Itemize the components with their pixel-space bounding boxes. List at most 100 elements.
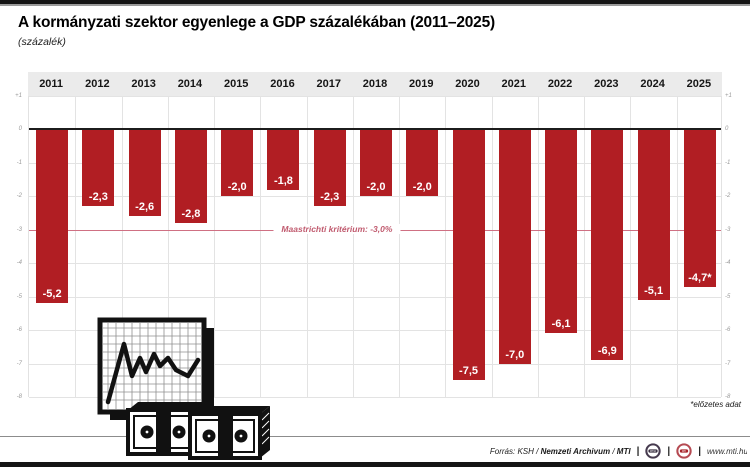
axis-tick-left: -3: [16, 226, 22, 233]
bar-value-label: -5,2: [42, 288, 62, 301]
bar: -7,0: [498, 129, 531, 364]
column-separator: [75, 96, 77, 397]
year-label: 2019: [409, 78, 434, 90]
axis-tick-left: -6: [16, 327, 22, 334]
source-separator: /: [612, 446, 615, 456]
axis-tick-left: -2: [16, 193, 22, 200]
bar-value-label: -4,7*: [688, 271, 712, 284]
year-label: 2015: [223, 78, 249, 90]
bar-value-label: -2,8: [181, 208, 201, 221]
header: A kormányzati szektor egyenlege a GDP sz…: [18, 14, 495, 48]
bar-value-label: -2,0: [366, 181, 386, 194]
top-border-bar: [0, 0, 750, 4]
axis-tick-left: 0: [18, 126, 22, 133]
banknote-bundle-right: [188, 406, 270, 460]
bar: -5,1: [637, 129, 670, 300]
axis-tick-right: -4: [725, 260, 731, 267]
bar: -6,9: [591, 129, 624, 361]
footer: Forrás: KSH / Nemzeti Archivum / MTI | M…: [485, 441, 747, 461]
year-label: 2014: [177, 78, 203, 90]
banknote-bundle-left: [126, 402, 208, 456]
column-separator: [306, 96, 308, 397]
year-label: 2018: [362, 78, 388, 90]
year-label: 2021: [501, 78, 527, 90]
axis-tick-left: -1: [16, 159, 22, 166]
column-separator: [491, 96, 493, 397]
column-separator: [260, 96, 262, 397]
page-subtitle: (százalék): [18, 36, 66, 48]
axis-tick-right: -1: [725, 159, 731, 166]
bar: -6,1: [545, 129, 578, 334]
axis-tick-left: -8: [16, 394, 22, 400]
mtva-logo-icon: MTVA: [645, 443, 662, 459]
bar: -2,3: [313, 129, 346, 207]
footer-pipe: |: [698, 445, 701, 457]
chart-area: 2011 2012 2013 2014 2015 2016 2017 2018 2019 2020…: [15, 72, 732, 400]
year-label: 2016: [270, 78, 295, 90]
footer-pipe: |: [667, 445, 671, 457]
axis-tick-left: -4: [16, 260, 22, 267]
year-label: 2023: [594, 78, 619, 90]
trend-zigzag-line: [105, 341, 201, 405]
bar-value-label: -7,0: [505, 348, 525, 361]
top-border-accent: [0, 4, 750, 6]
column-separator: [399, 96, 401, 397]
bar-value-label: -2,3: [320, 191, 340, 204]
bar: -4,7*: [683, 129, 716, 287]
source-archive: Nemzeti Archivum: [540, 446, 611, 456]
plot-area: Maastrichti kritérium: -3,0% +1 +1 0 0 -1 -1 -…: [15, 93, 732, 400]
year-label: 2020: [455, 78, 480, 90]
grid-line: [29, 96, 721, 97]
maastricht-label: Maastrichti kritérium: -3,0%: [273, 224, 401, 234]
column-separator: [584, 96, 586, 397]
axis-tick-right: +1: [725, 93, 732, 99]
axis-tick-right: 0: [725, 126, 729, 133]
year-label: 2024: [640, 78, 665, 90]
svg-text:MTVA: MTVA: [650, 450, 657, 453]
axis-tick-right: -2: [725, 193, 731, 200]
column-separator: [167, 96, 169, 397]
year-label: 2011: [39, 78, 64, 90]
bar-value-label: -2,0: [412, 181, 432, 194]
year-header-band: 2011 2012 2013 2014 2015 2016 2017 2018 2019 2020…: [28, 72, 722, 96]
bar: -7,5: [452, 129, 485, 381]
bar: -2,8: [174, 129, 207, 224]
source-agency: MTI: [616, 446, 631, 456]
mti-logo-icon: MTI: [676, 443, 692, 459]
axis-tick-left: -5: [16, 293, 22, 300]
year-label: 2025: [686, 78, 712, 90]
column-separator: [121, 96, 123, 397]
bar: -2,0: [221, 129, 254, 197]
bar: -2,0: [406, 129, 439, 197]
year-label: 2017: [316, 78, 341, 90]
column-separator: [214, 96, 216, 397]
bar-value-label: -6,1: [551, 318, 571, 331]
source-prefix: Forrás: KSH /: [489, 446, 539, 456]
column-separator: [676, 96, 678, 397]
bar-value-label: -5,1: [644, 285, 664, 297]
axis-tick-left: +1: [15, 93, 22, 99]
grid-line: [29, 330, 721, 332]
axis-tick-right: -7: [725, 360, 731, 367]
bar-value-label: -7,5: [459, 365, 479, 378]
column-separator: [537, 96, 539, 397]
column-separator: [352, 96, 354, 397]
grid-line: [29, 296, 721, 298]
bar-value-label: -2,0: [227, 181, 247, 194]
column-separator: [445, 96, 447, 397]
zero-line: [29, 128, 721, 131]
axis-tick-left: -7: [16, 360, 22, 367]
bar: -5,2: [36, 129, 69, 304]
bar: -2,6: [128, 129, 161, 217]
year-label: 2022: [547, 78, 573, 90]
year-label: 2013: [131, 78, 156, 90]
bar-value-label: -2,6: [135, 201, 155, 214]
footer-divider: [0, 436, 750, 437]
axis-tick-right: -5: [725, 293, 731, 300]
preliminary-data-footnote: *előzetes adat: [690, 400, 741, 409]
axis-tick-right: -6: [725, 327, 731, 334]
axis-tick-right: -8: [725, 394, 731, 400]
bar: -1,8: [267, 129, 300, 190]
column-separator: [630, 96, 632, 397]
